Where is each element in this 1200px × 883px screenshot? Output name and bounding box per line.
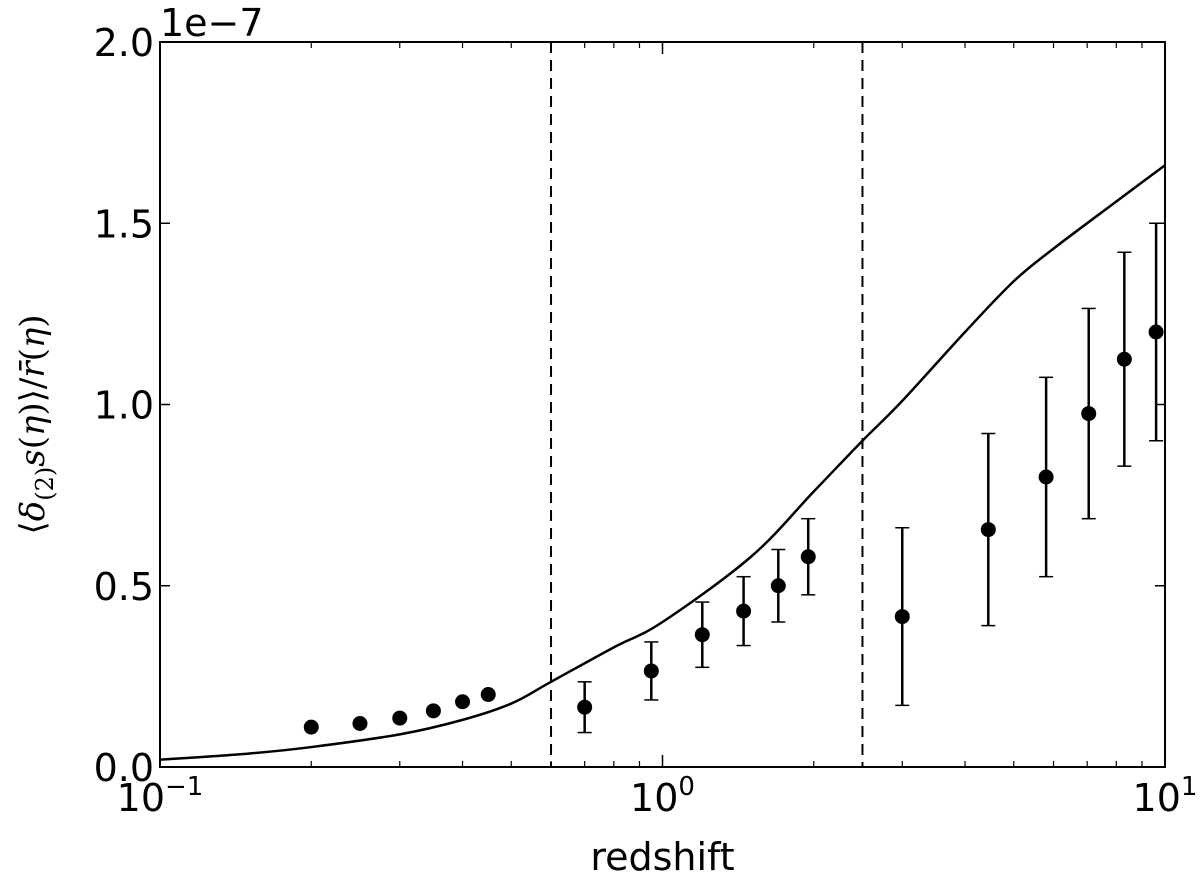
data-point-14 [1038,376,1054,578]
point-marker [455,694,471,710]
data-point-15 [1081,307,1097,520]
point-marker [980,522,996,538]
data-point-11 [800,517,816,596]
plot-area [159,42,1166,767]
point-marker [577,699,593,715]
y-tick-label: 0.0 [94,746,154,790]
point-marker [643,663,659,679]
point-marker [770,578,786,594]
point-marker [1038,469,1054,485]
x-tick-exponent: 1 [1181,772,1198,802]
point-marker [352,716,368,731]
point-marker [694,627,710,643]
point-marker [303,719,319,735]
y-axis-title-part: ⟨ [13,521,53,534]
y-axis-title-part: (2) [31,467,59,501]
y-axis-title-part: ⟩ [13,389,53,402]
y-tick-label: 1.0 [94,384,154,428]
y-tick-label: 1.5 [94,202,154,246]
data-point-6 [577,681,593,734]
plot-frame [159,41,1166,768]
y-axis-title-part: ( [13,436,53,449]
data-point-0 [303,719,319,735]
data-point-13 [980,432,996,627]
y-tick-label: 0.5 [94,565,154,609]
point-marker [736,603,752,619]
axis-ticks: 0.00.51.01.52.010−1 100 101 [94,21,1198,820]
point-marker [1116,351,1132,367]
data-point-17 [1148,222,1164,442]
y-offset-label: 1e−7 [160,1,264,45]
point-marker [480,687,496,702]
y-axis-title-part: η [13,327,53,348]
y-axis-title-part: r̄ [13,360,53,378]
y-axis-title-part: η [13,415,53,436]
y-tick-label: 2.0 [94,21,154,65]
data-point-16 [1116,251,1132,467]
point-marker [800,549,816,565]
x-axis-title: redshift [590,835,734,878]
y-axis-title-part: ) [13,402,53,415]
point-marker [392,710,408,726]
x-tick-label: 101 [1133,772,1198,820]
point-marker [894,609,910,625]
x-tick-exponent: 0 [678,772,695,802]
y-axis-title-part: s [13,449,53,466]
data-point-3 [425,703,441,719]
data-point-9 [736,575,752,647]
data-point-12 [894,527,910,707]
y-axis-title-part: ( [13,348,53,361]
data-point-2 [392,710,408,726]
point-marker [1148,324,1164,340]
x-tick-base: 10 [117,776,165,820]
y-axis-title: ⟨δ(2)s(η)⟩/r̄(η) [13,314,59,534]
x-tick-label: 100 [630,772,695,820]
data-point-8 [694,601,710,669]
y-axis-title-part: δ [13,501,53,521]
model-curve [159,164,1166,761]
x-tick-base: 10 [1133,776,1181,820]
data-point-1 [352,716,368,731]
x-tick-base: 10 [630,776,678,820]
data-point-7 [643,641,659,701]
data-point-4 [455,694,471,710]
x-tick-label: 10−1 [117,772,204,820]
x-tick-exponent: −1 [165,772,203,802]
y-axis-title-part: ) [13,314,53,327]
y-axis-title-part: / [13,377,53,389]
point-marker [425,703,441,719]
data-point-5 [480,687,496,702]
data-point-10 [770,548,786,623]
point-marker [1081,406,1097,422]
